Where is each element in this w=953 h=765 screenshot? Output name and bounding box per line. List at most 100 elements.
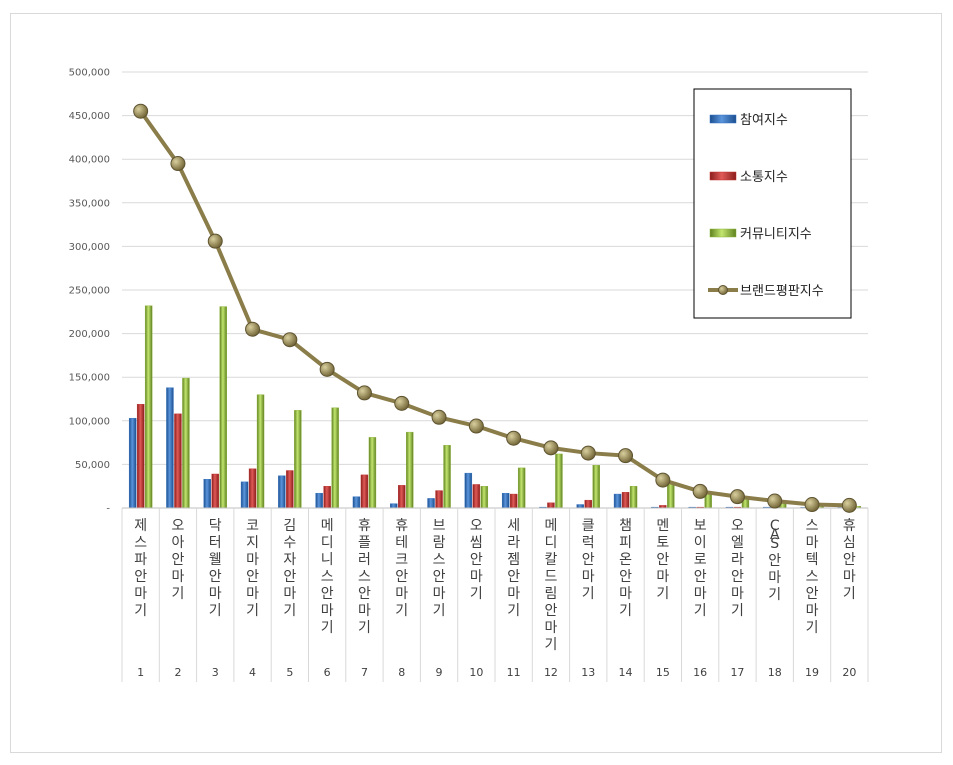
bar-참여지수 — [278, 475, 286, 509]
bar-커뮤니티지수 — [182, 377, 190, 509]
line-point — [543, 440, 559, 456]
line-point — [133, 103, 149, 119]
y-tick-label: 500,000 — [69, 68, 110, 79]
x-category-number: 2 — [174, 666, 181, 679]
line-point — [729, 489, 745, 505]
legend-label: 커뮤니티지수 — [740, 227, 812, 242]
bar-소통지수 — [136, 404, 145, 509]
x-category-number: 16 — [693, 666, 707, 679]
x-category-number: 10 — [469, 666, 483, 679]
bar-참여지수 — [427, 498, 435, 509]
bar-참여지수 — [501, 492, 510, 509]
line-point — [767, 493, 783, 509]
x-category-number: 20 — [842, 666, 856, 679]
legend-swatch — [709, 171, 737, 181]
bar-커뮤니티지수 — [667, 483, 675, 509]
bar-커뮤니티지수 — [592, 465, 600, 509]
bar-커뮤니티지수 — [480, 486, 489, 509]
bar-소통지수 — [621, 492, 630, 509]
bar-참여지수 — [128, 417, 137, 509]
line-point — [207, 233, 223, 249]
bars — [128, 305, 862, 509]
bar-참여지수 — [613, 493, 622, 509]
line-point — [356, 385, 372, 401]
line-point — [319, 361, 335, 377]
line-point — [618, 448, 634, 464]
bar-참여지수 — [390, 503, 398, 509]
brand-index-line — [133, 103, 857, 513]
x-category-number: 14 — [619, 666, 633, 679]
x-category-number: 13 — [581, 666, 595, 679]
bar-참여지수 — [315, 492, 323, 509]
x-category-number: 5 — [286, 666, 293, 679]
bar-참여지수 — [352, 496, 361, 509]
bar-소통지수 — [211, 473, 219, 509]
bar-소통지수 — [547, 502, 555, 509]
y-tick-label: 100,000 — [69, 416, 110, 427]
legend-swatch-marker — [718, 285, 728, 295]
x-category-number: 18 — [768, 666, 782, 679]
bar-소통지수 — [584, 499, 592, 509]
bar-참여지수 — [464, 472, 473, 509]
x-category-number: 4 — [249, 666, 256, 679]
bar-소통지수 — [398, 485, 406, 509]
bar-참여지수 — [203, 479, 211, 509]
legend-label: 소통지수 — [740, 170, 788, 185]
legend-swatch — [709, 114, 737, 124]
x-category-number: 6 — [324, 666, 331, 679]
y-tick-label: 150,000 — [69, 373, 110, 384]
legend-box — [693, 88, 852, 319]
line-point — [170, 156, 186, 172]
bar-커뮤니티지수 — [555, 453, 563, 509]
y-axis-ticks: - 50,000 100,000 150,000 200,000 250,000 300,0… — [69, 68, 111, 515]
y-tick-label: 450,000 — [69, 111, 110, 122]
line-point — [580, 445, 596, 461]
x-category-number: 15 — [656, 666, 670, 679]
bar-소통지수 — [174, 413, 182, 509]
bar-소통지수 — [435, 490, 443, 509]
bar-참여지수 — [166, 387, 174, 509]
line-point — [245, 321, 261, 337]
bar-소통지수 — [472, 484, 481, 509]
x-category-number: 7 — [361, 666, 368, 679]
x-category-number: 1 — [137, 666, 144, 679]
bar-소통지수 — [286, 470, 294, 509]
bar-커뮤니티지수 — [144, 305, 153, 509]
y-tick-label: 350,000 — [69, 198, 110, 209]
bar-커뮤니티지수 — [443, 445, 451, 509]
bar-커뮤니티지수 — [294, 410, 302, 509]
bar-소통지수 — [248, 468, 257, 509]
bar-커뮤니티지수 — [517, 467, 526, 509]
x-category-number: 11 — [507, 666, 521, 679]
line-point — [692, 483, 708, 499]
line-point — [804, 497, 820, 513]
bar-커뮤니티지수 — [331, 407, 339, 509]
x-category-number: 3 — [212, 666, 219, 679]
x-category-number: 17 — [730, 666, 744, 679]
y-tick-label: 250,000 — [69, 286, 110, 297]
x-category-number: 9 — [436, 666, 443, 679]
line-point — [655, 472, 671, 488]
y-tick-label: 400,000 — [69, 155, 110, 166]
line-point — [506, 430, 522, 446]
legend-label: 참여지수 — [740, 113, 788, 128]
line-point — [431, 409, 447, 425]
line-point — [468, 418, 484, 434]
legend-label: 브랜드평판지수 — [740, 284, 824, 299]
